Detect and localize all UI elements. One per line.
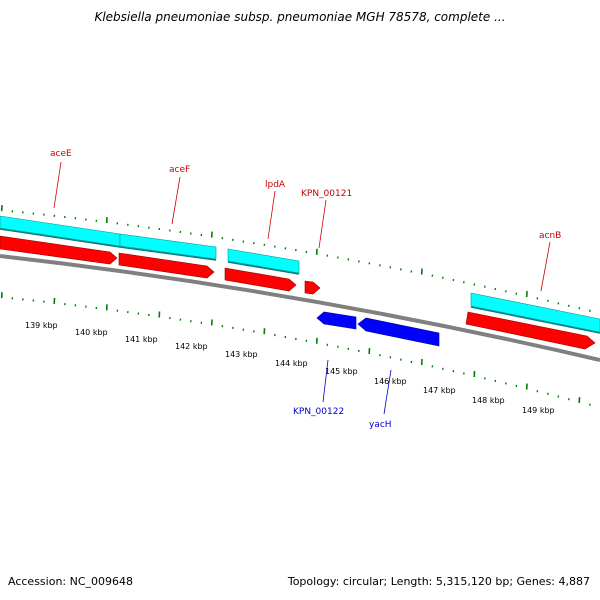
inner-tick-track [0, 292, 591, 406]
annotation-block-lpdA[interactable] [227, 248, 300, 274]
gene-label-acnB[interactable]: acnB [539, 231, 561, 241]
scale-label: 146 kbp [374, 377, 407, 386]
scale-label: 143 kbp [225, 350, 258, 359]
annotation-track [0, 215, 600, 334]
scale-label: 142 kbp [175, 342, 208, 351]
gene-label-lpdA[interactable]: lpdA [265, 180, 286, 190]
annotation-block-aceF[interactable] [119, 233, 217, 260]
scale-label: 141 kbp [125, 335, 158, 344]
scale-label: 147 kbp [423, 386, 456, 395]
gene-arrow-lpdA[interactable] [224, 267, 297, 292]
genome-summary: Topology: circular; Length: 5,315,120 bp… [287, 575, 590, 588]
gene-arrow-KPN_00122[interactable] [316, 311, 357, 330]
gene-arrow-aceE[interactable] [0, 235, 118, 265]
gene-label-yacH[interactable]: yacH [369, 420, 392, 430]
reverse-gene-labels: KPN_00122 yacH [293, 407, 392, 430]
accession-info: Accession: NC_009648 [8, 575, 134, 588]
scale-label: 145 kbp [325, 367, 358, 376]
scale-label: 140 kbp [75, 328, 108, 337]
forward-strand-track [0, 235, 596, 350]
map-title: Klebsiella pneumoniae subsp. pneumoniae … [94, 10, 506, 24]
scale-label: 148 kbp [472, 396, 505, 405]
gene-arrow-aceF[interactable] [118, 252, 215, 279]
gene-label-KPN_00122[interactable]: KPN_00122 [293, 407, 344, 417]
label-leaders [53, 161, 551, 415]
gene-label-aceE[interactable]: aceE [50, 149, 72, 159]
gene-label-KPN_00121[interactable]: KPN_00121 [301, 189, 352, 199]
scale-label: 144 kbp [275, 359, 308, 368]
annotation-block-acnB[interactable] [470, 292, 600, 333]
outer-tick-track [0, 205, 591, 312]
reverse-strand-track [316, 311, 440, 347]
forward-gene-labels: aceE aceF lpdA KPN_00121 acnB [50, 149, 561, 241]
gene-label-aceF[interactable]: aceF [169, 165, 190, 175]
scale-label: 149 kbp [522, 406, 555, 415]
gene-arrow-acnB[interactable] [465, 311, 596, 350]
gene-arrow-yacH[interactable] [357, 317, 440, 347]
scale-labels: 139 kbp 140 kbp 141 kbp 142 kbp 143 kbp … [25, 321, 555, 415]
gene-arrow-KPN_00121[interactable] [304, 280, 321, 295]
scale-label: 139 kbp [25, 321, 58, 330]
genome-backbone [0, 254, 600, 362]
